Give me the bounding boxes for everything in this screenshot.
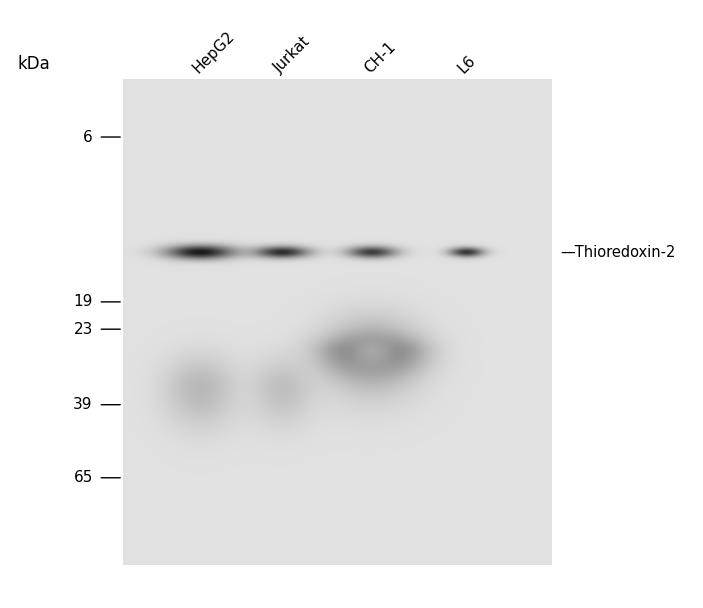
Text: Jurkat: Jurkat bbox=[271, 34, 313, 76]
Text: 65: 65 bbox=[73, 470, 93, 485]
Text: kDa: kDa bbox=[18, 55, 51, 73]
Text: —Thioredoxin-2: —Thioredoxin-2 bbox=[560, 246, 676, 260]
Text: CH-1: CH-1 bbox=[361, 39, 398, 76]
Text: 19: 19 bbox=[73, 294, 93, 309]
Text: 23: 23 bbox=[73, 322, 93, 337]
Text: L6: L6 bbox=[456, 52, 479, 76]
Text: HepG2: HepG2 bbox=[190, 29, 237, 76]
Text: 39: 39 bbox=[73, 397, 93, 412]
Text: 6: 6 bbox=[83, 130, 93, 145]
